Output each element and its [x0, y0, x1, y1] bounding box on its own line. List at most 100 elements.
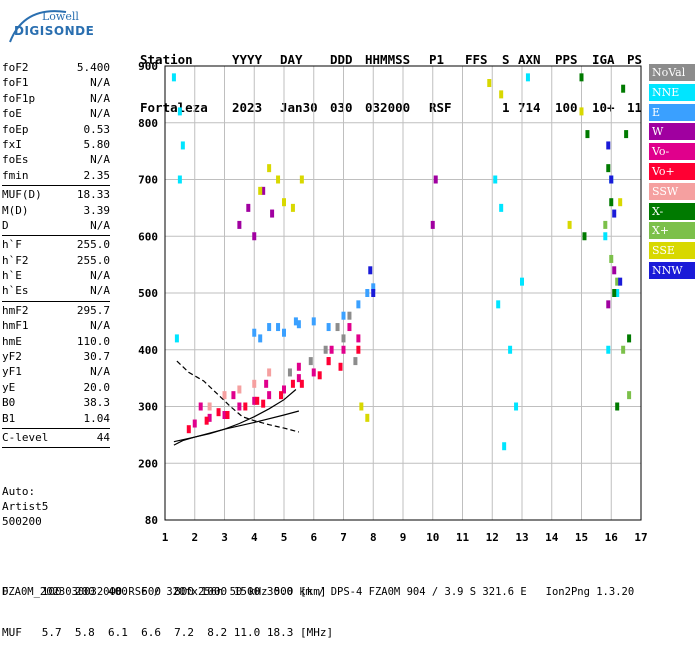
param-row: foE N/A [2, 106, 110, 121]
x-tick-label: 9 [400, 531, 407, 544]
param-value: 110.0 [76, 334, 110, 348]
echo-point [603, 232, 608, 241]
param-name: B1 [2, 411, 16, 425]
param-row: D N/A [2, 218, 110, 233]
echo-point [329, 345, 334, 354]
echo-point [514, 402, 519, 411]
echo-point [296, 320, 301, 329]
echo-point [353, 357, 358, 366]
echo-point [525, 73, 530, 82]
echo-point [258, 334, 263, 343]
param-row: B0 38.3 [2, 395, 110, 410]
legend-item-w: W [649, 123, 695, 141]
header-label-yyyy: YYYY [232, 52, 263, 67]
echo-point [430, 220, 435, 229]
echo-point [308, 357, 313, 366]
echo-point [627, 334, 632, 343]
echo-point [270, 209, 275, 218]
x-tick-label: 10 [426, 531, 439, 544]
header-value-iga: 10+ [592, 100, 615, 115]
param-value: 18.33 [76, 188, 110, 202]
y-tick-label: 200 [138, 457, 158, 470]
param-divider [2, 300, 110, 302]
x-tick-label: 3 [221, 531, 228, 544]
echo-point [267, 164, 272, 173]
param-name: h`F [2, 238, 22, 252]
param-name: hmF1 [2, 319, 29, 333]
param-row: foF1 N/A [2, 75, 110, 90]
echo-point [290, 203, 295, 212]
echo-point [171, 73, 176, 82]
header-value-hhmmss: 032000 [365, 100, 411, 115]
echo-point [621, 345, 626, 354]
param-row: hmE 110.0 [2, 334, 110, 349]
param-row: foEs N/A [2, 152, 110, 167]
echo-point [347, 323, 352, 332]
echo-point [433, 175, 438, 184]
echo-point [287, 368, 292, 377]
param-value: 5.400 [76, 61, 110, 74]
echo-point [341, 345, 346, 354]
echo-point [487, 79, 492, 88]
param-name: foEp [2, 122, 29, 136]
echo-point [276, 175, 281, 184]
param-row: foEp 0.53 [2, 122, 110, 137]
echo-point [192, 419, 197, 428]
x-tick-label: 7 [340, 531, 347, 544]
echo-point [371, 289, 376, 297]
param-divider [2, 185, 110, 187]
param-name: foE [2, 107, 22, 121]
param-name: fxI [2, 137, 22, 151]
param-row: C-level 44 [2, 430, 110, 445]
echo-point [609, 254, 614, 263]
chart-frame [164, 65, 642, 521]
param-value: N/A [90, 76, 110, 90]
param-name: h`E [2, 269, 22, 283]
param-value: 0.53 [83, 122, 111, 136]
echo-point [216, 408, 221, 417]
echo-point [282, 198, 286, 207]
param-row: B1 1.04 [2, 411, 110, 426]
echo-point [338, 362, 343, 371]
header-labels-row: Station YYYY DAY DDD HHMMSS P1 FFS S AXN… [140, 52, 642, 68]
echo-point [252, 379, 257, 388]
echo-point [293, 317, 298, 326]
echo-point [323, 345, 328, 354]
param-value: 1.04 [83, 411, 111, 425]
echo-point [296, 362, 301, 371]
echo-point [243, 402, 248, 411]
header-value-day: Jan30 [280, 100, 318, 115]
param-value: 44 [96, 430, 110, 444]
x-tick-label: 4 [251, 531, 258, 544]
echo-point [261, 399, 266, 408]
param-name: C-level [2, 430, 49, 444]
echo-point [222, 391, 227, 400]
echo-point [567, 220, 572, 229]
param-value: 38.3 [83, 396, 111, 410]
echo-point [606, 141, 611, 150]
echo-point [520, 277, 524, 286]
param-row: yE 20.0 [2, 380, 110, 395]
echo-point [326, 323, 331, 332]
x-tick-label: 8 [370, 531, 377, 544]
echo-point [606, 164, 611, 173]
echo-point [222, 411, 227, 420]
echo-point [356, 334, 361, 343]
legend-item-vo-minus: Vo- [649, 143, 695, 161]
echo-point [299, 175, 304, 184]
echo-point [264, 379, 269, 388]
param-row: foF1p N/A [2, 91, 110, 106]
param-value: N/A [90, 153, 110, 167]
header-label-axn: AXN [518, 52, 541, 67]
echo-point [499, 90, 504, 99]
y-tick-label: 700 [138, 174, 158, 187]
echo-point [618, 277, 623, 286]
echo-point [606, 300, 611, 309]
echo-point [508, 345, 513, 354]
echo-point [624, 130, 629, 139]
echo-point [261, 186, 266, 195]
param-row: M(D) 3.39 [2, 203, 110, 218]
echo-point [180, 141, 185, 150]
logo-top-text: Lowell [42, 10, 79, 23]
echo-point [311, 368, 316, 377]
